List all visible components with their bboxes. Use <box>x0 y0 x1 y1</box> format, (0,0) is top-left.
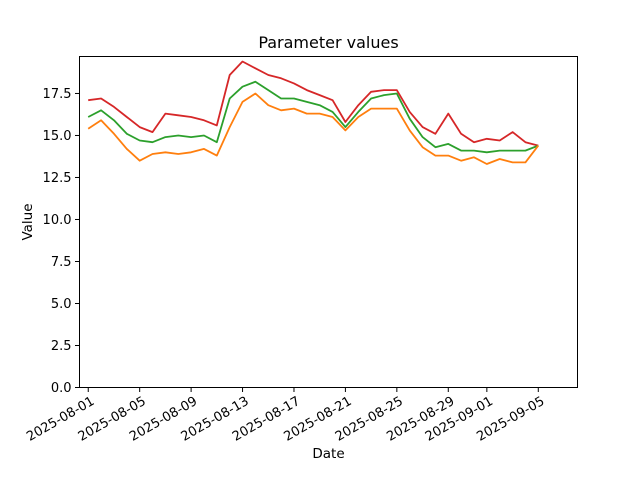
chart-title: Parameter values <box>258 33 399 52</box>
series-line-orange <box>87 92 540 165</box>
y-axis-label: Value <box>20 203 36 241</box>
plot-area <box>79 56 578 388</box>
y-tick-label: 17.5 <box>43 87 72 102</box>
y-tick-label: 15.0 <box>43 129 72 144</box>
y-tick-label: 10.0 <box>43 213 72 228</box>
series-line-green <box>87 80 539 154</box>
y-tick-label: 7.5 <box>51 255 72 270</box>
x-axis-label: Date <box>312 446 345 462</box>
y-tick-label: 2.5 <box>51 339 72 354</box>
series-lines <box>87 60 540 165</box>
y-tick-label: 12.5 <box>43 171 72 186</box>
series-line-red <box>88 60 539 147</box>
plot-background <box>79 56 578 388</box>
y-tick-label: 0.0 <box>51 381 72 396</box>
y-tick-label: 5.0 <box>51 297 72 312</box>
plot-border <box>79 56 578 388</box>
